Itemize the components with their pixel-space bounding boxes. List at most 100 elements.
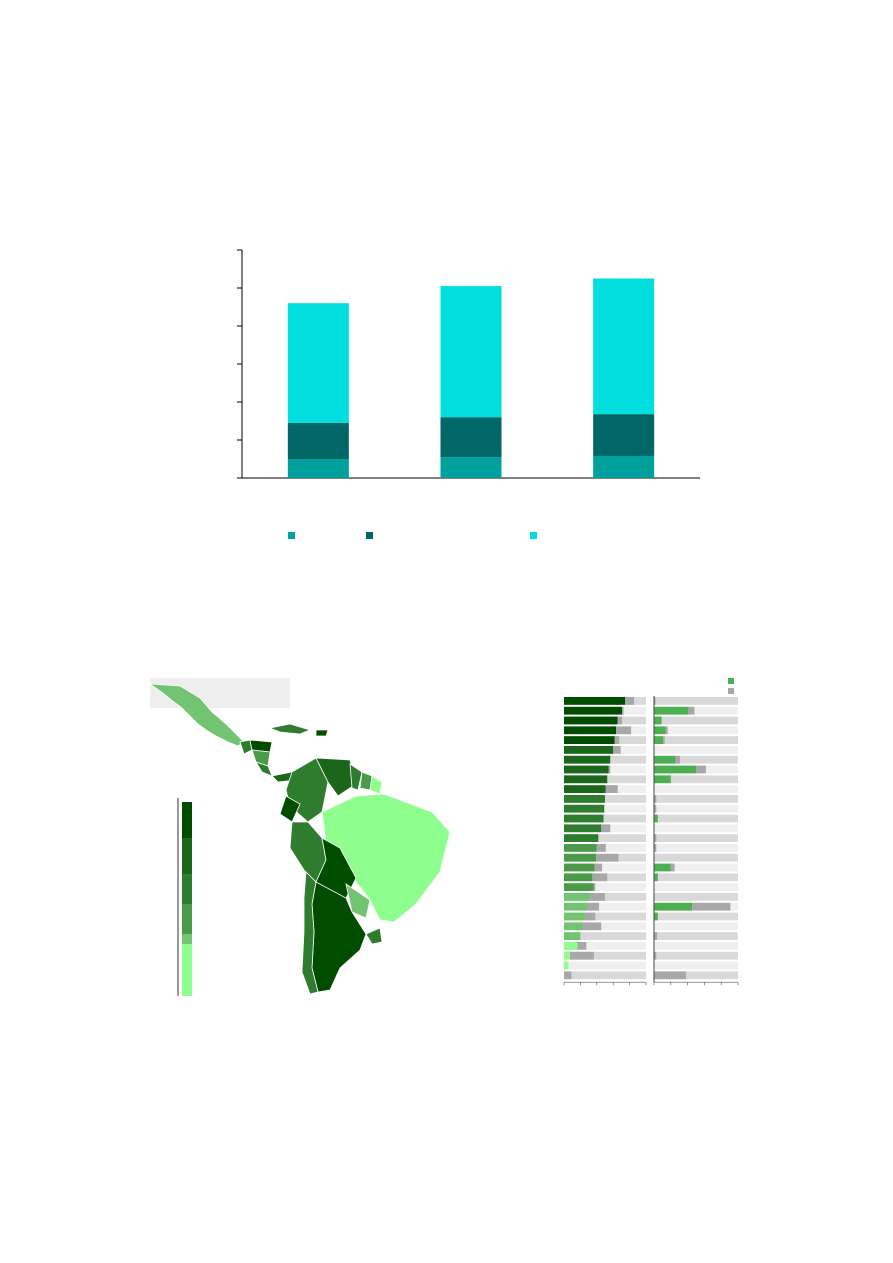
legend-scale-band-2: [182, 838, 192, 874]
bar-p1-r28-s1: [654, 971, 687, 980]
chart-legend: [0, 532, 893, 544]
bar-p1-r6-s0: [654, 755, 676, 764]
row-bg-p0-21: [564, 902, 646, 911]
bar-0-segment-2: [287, 303, 349, 423]
bar-p0-r0-s1: [625, 697, 635, 705]
bar-p1-r3-s0: [654, 726, 666, 735]
map-region-french-guiana: [369, 775, 383, 795]
row-bg-p1-19: [654, 883, 738, 891]
bar-p1-r4-s1: [663, 736, 665, 744]
row-bg-p0-12: [564, 814, 646, 823]
bar-p0-r9-s0: [564, 785, 606, 793]
row-bg-p0-27: [564, 961, 646, 970]
row-bg-p0-26: [564, 951, 646, 960]
bar-p0-r19-s0: [564, 883, 594, 891]
bar-p1-r14-s1: [654, 834, 657, 842]
bar-1-segment-1: [440, 417, 502, 458]
bar-chart-legend: [728, 678, 734, 694]
bar-p0-r22-s0: [564, 912, 585, 921]
row-bg-p0-28: [564, 971, 646, 980]
row-bg-p1-4: [654, 736, 738, 744]
bar-rows: [563, 696, 739, 986]
row-bg-p0-24: [564, 932, 646, 940]
bar-p1-r1-s0: [654, 706, 689, 715]
bar-p0-r18-s0: [564, 873, 593, 882]
bar-p0-r21-s0: [564, 902, 588, 911]
bar-p0-r1-s1: [622, 706, 624, 715]
bar-p1-r22-s0: [654, 912, 658, 921]
bar-1-segment-0: [440, 457, 502, 478]
bar-p0-r4-s0: [564, 736, 615, 744]
legend-swatch-2: [366, 532, 373, 539]
bar-p1-r1-s1: [688, 706, 695, 715]
row-bg-p1-12: [654, 814, 738, 823]
horizontal-bar-chart: [563, 678, 739, 986]
bar-p0-r0-s0: [564, 697, 626, 705]
bar-p1-r3-s1: [665, 726, 668, 735]
row-bg-p0-19: [564, 883, 646, 891]
bar-2-segment-1: [593, 414, 655, 456]
bar-p0-r15-s1: [596, 844, 606, 852]
legend-item-2: [366, 532, 373, 539]
row-bg-p1-23: [654, 922, 738, 931]
map-region-cuba: [268, 723, 312, 735]
bar-p0-r3-s0: [564, 726, 617, 735]
row-bg-p1-16: [654, 853, 738, 862]
map-region-dominican-republic: [315, 729, 329, 737]
row-bg-p1-6: [654, 755, 738, 764]
bar-p0-r27-s0: [564, 961, 569, 970]
bar-p0-r23-s0: [564, 922, 584, 931]
bar-p0-r20-s0: [564, 893, 591, 901]
row-bg-p0-14: [564, 834, 646, 842]
bar-p0-r16-s1: [596, 853, 619, 862]
bar-p0-r11-s0: [564, 804, 605, 813]
row-bg-p1-14: [654, 834, 738, 842]
bar-p1-r7-s0: [654, 765, 696, 774]
bar-p1-r4-s0: [654, 736, 664, 744]
row-bg-p1-13: [654, 824, 738, 833]
row-bg-p1-3: [654, 726, 738, 735]
bar-p0-r10-s0: [564, 795, 605, 803]
bar-p1-r12-s0: [654, 814, 658, 823]
bar-p1-r17-s0: [654, 863, 671, 872]
row-bg-p0-23: [564, 922, 646, 931]
row-bg-p1-5: [654, 746, 738, 754]
row-bg-p1-11: [654, 804, 738, 813]
bar-p0-r26-s0: [564, 951, 570, 960]
legend-swatch-1: [288, 532, 295, 539]
row-bg-p0-17: [564, 863, 646, 872]
bar-p0-r7-s0: [564, 765, 609, 774]
bar-p1-r15-s1: [654, 844, 657, 852]
bar-p0-r25-s1: [577, 942, 587, 950]
legend-item-3: [530, 532, 537, 539]
bar-p0-r23-s1: [583, 922, 602, 931]
bar-p0-r13-s0: [564, 824, 602, 833]
bar-0-segment-1: [287, 422, 349, 459]
choropleth-map: [148, 678, 451, 996]
chart-bars: [287, 278, 655, 478]
map-region-venezuela: [315, 757, 357, 797]
bar-p0-r28-s1: [564, 971, 572, 980]
legend-swatch-3: [530, 532, 537, 539]
bar-p0-r4-s1: [614, 736, 620, 744]
row-bg-p1-9: [654, 785, 738, 793]
bar-p0-r17-s1: [594, 863, 603, 872]
row-bg-p1-28: [654, 971, 738, 980]
map-region-mexico: [148, 683, 245, 747]
row-bg-p1-25: [654, 942, 738, 950]
map-region-uruguay: [365, 927, 383, 945]
bar-p0-r16-s0: [564, 853, 597, 862]
legend-swatch-grey: [728, 688, 734, 694]
legend-scale-band-4: [182, 904, 192, 934]
bar-p0-r17-s0: [564, 863, 595, 872]
row-bg-p1-8: [654, 775, 738, 784]
bar-p0-r24-s0: [564, 932, 581, 940]
bar-p0-r2-s0: [564, 716, 618, 725]
bar-p1-r21-s1: [692, 902, 731, 911]
bar-p0-r21-s1: [587, 902, 600, 911]
bar-p1-r21-s0: [654, 902, 693, 911]
map-color-legend: [177, 798, 192, 996]
bar-2-segment-0: [593, 455, 655, 478]
row-bg-p1-27: [654, 961, 738, 970]
legend-swatch-green: [728, 678, 734, 684]
